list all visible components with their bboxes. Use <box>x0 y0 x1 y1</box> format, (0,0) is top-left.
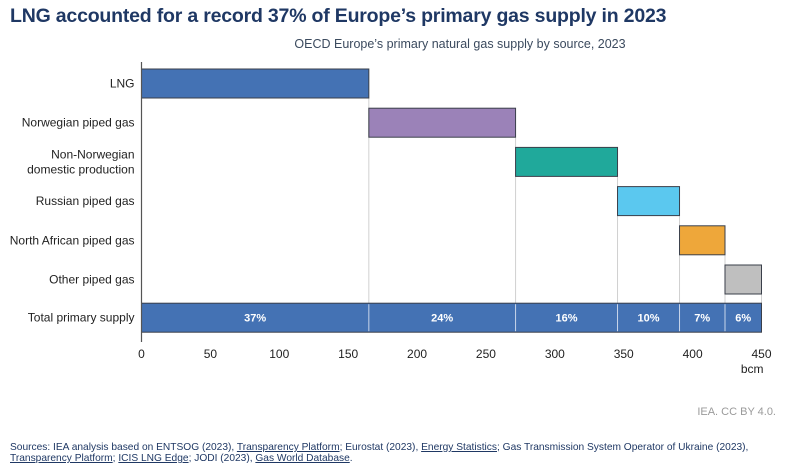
x-tick-label: 100 <box>269 347 289 361</box>
bar-other-piped-gas <box>724 264 763 295</box>
category-label: Other piped gas <box>49 273 134 287</box>
sources-note: Sources: IEA analysis based on ENTSOG (2… <box>10 442 790 464</box>
source-text: Sources: IEA analysis based on ENTSOG (2… <box>10 442 237 453</box>
x-tick-label: 450 <box>751 347 771 361</box>
x-tick-label: 300 <box>545 347 565 361</box>
x-tick-label: 50 <box>204 347 218 361</box>
share-label: 37% <box>244 313 266 325</box>
bar-norwegian-piped-gas <box>368 107 517 138</box>
share-label: 16% <box>556 313 578 325</box>
x-tick-label: 150 <box>338 347 358 361</box>
category-labels: LNG Norwegian piped gas Non-Norwegian domes… <box>10 77 135 325</box>
source-link[interactable]: Gas World Database <box>255 453 350 464</box>
category-label: Total primary supply <box>28 311 135 325</box>
x-tick-label: 350 <box>614 347 634 361</box>
category-label: Russian piped gas <box>36 194 135 208</box>
source-link[interactable]: Energy Statistics <box>421 442 497 453</box>
category-label: North African piped gas <box>10 233 135 247</box>
share-label: 24% <box>431 313 453 325</box>
source-link[interactable]: ICIS LNG Edge <box>118 453 189 464</box>
x-tick-label: 250 <box>476 347 496 361</box>
x-axis-ticks: 0 50 100 150 200 250 300 350 400 450 <box>138 347 772 361</box>
bar-north-african-piped-gas <box>679 225 726 256</box>
source-text: ; JODI (2023), <box>188 453 256 464</box>
category-label: Non-Norwegian domestic production <box>27 147 134 176</box>
bar-lng <box>141 68 370 99</box>
chart-title: LNG accounted for a record 37% of Europe… <box>10 5 667 27</box>
source-text: ; Eurostat (2023), <box>339 442 422 453</box>
source-text: . <box>349 453 353 464</box>
bars: 37% 24% 16% 10% 7% 6% <box>141 68 763 333</box>
share-label: 6% <box>735 313 751 325</box>
share-label: 7% <box>694 313 710 325</box>
x-tick-label: 400 <box>683 347 703 361</box>
share-label: 10% <box>638 313 660 325</box>
x-tick-label: 0 <box>138 347 145 361</box>
x-axis-unit-label: bcm <box>741 362 764 376</box>
credit-text: IEA. CC BY 4.0. <box>697 406 776 418</box>
source-link[interactable]: Transparency Platform <box>236 442 340 453</box>
source-text: ; Gas Transmission System Operator of Uk… <box>496 442 749 453</box>
bar-non-norwegian-domestic-production <box>515 146 619 177</box>
category-label: LNG <box>110 77 135 91</box>
bar-russian-piped-gas <box>617 186 681 217</box>
category-label: Norwegian piped gas <box>22 116 135 130</box>
chart-subtitle: OECD Europe’s primary natural gas supply… <box>294 37 626 51</box>
x-tick-label: 200 <box>407 347 427 361</box>
source-text: ; <box>112 453 119 464</box>
source-link[interactable]: Transparency Platform <box>10 453 113 464</box>
